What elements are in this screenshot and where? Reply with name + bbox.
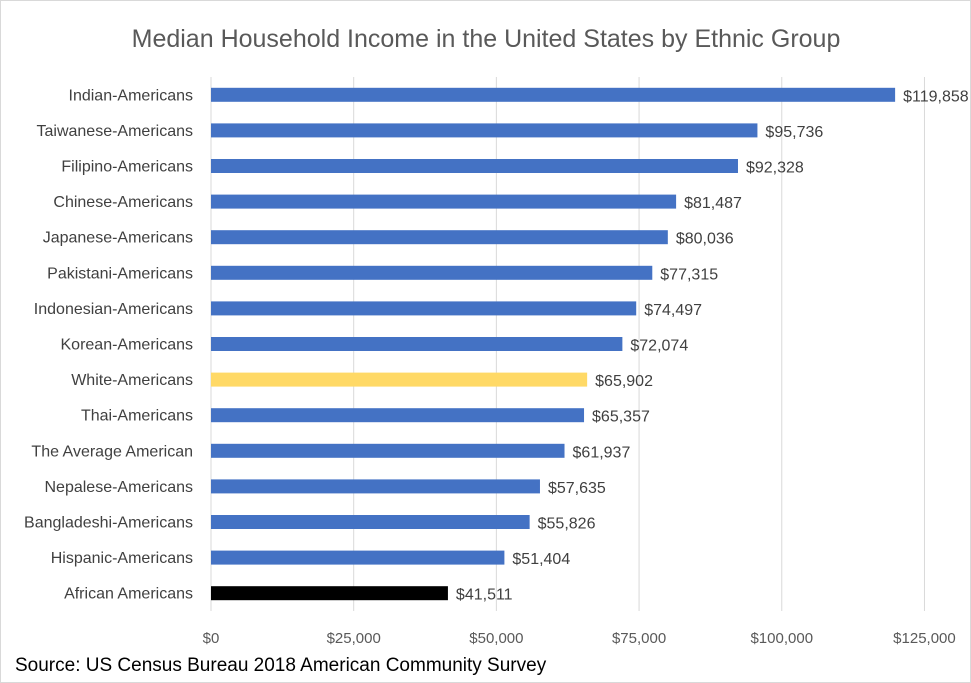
category-label: Thai-Americans [81, 408, 193, 425]
bar [211, 123, 758, 138]
bar [211, 408, 585, 423]
category-label: Japanese-Americans [43, 230, 193, 247]
value-label: $72,074 [630, 338, 688, 355]
category-label: Hispanic-Americans [51, 550, 193, 567]
value-label: $119,858 [903, 88, 969, 105]
category-label: Korean-Americans [61, 337, 194, 354]
bar [211, 159, 738, 173]
bar [211, 443, 565, 458]
value-label: $65,357 [592, 409, 650, 426]
category-labels: Indian-Americans Taiwanese-Americans Filip… [24, 87, 193, 602]
x-tick-label: $100,000 [750, 630, 813, 647]
source-note: Source: US Census Bureau 2018 American C… [15, 655, 547, 676]
value-label: $92,328 [746, 160, 804, 177]
bar [211, 230, 668, 245]
chart-title: Median Household Income in the United St… [132, 25, 841, 53]
category-label: White-Americans [71, 372, 193, 389]
bar [211, 265, 653, 280]
bars [211, 87, 896, 601]
x-tick-label: $75,000 [612, 630, 666, 647]
category-label: Bangladeshi-Americans [24, 515, 193, 532]
value-label: $77,315 [660, 266, 718, 283]
category-label: Indian-Americans [69, 87, 194, 104]
value-label: $81,487 [684, 195, 742, 212]
bar [211, 337, 623, 351]
value-label: $55,826 [538, 516, 596, 533]
bar [211, 301, 637, 316]
bar [211, 479, 540, 494]
bar [211, 372, 588, 387]
value-label: $57,635 [548, 480, 606, 497]
x-tick-label: $25,000 [327, 630, 381, 647]
value-label: $95,736 [765, 124, 823, 141]
bar [211, 515, 530, 529]
category-label: African Americans [64, 586, 193, 603]
x-tick-label: $0 [203, 630, 220, 647]
bar [211, 87, 896, 102]
category-label: Indonesian-Americans [34, 301, 193, 318]
value-label: $41,511 [456, 587, 513, 604]
bar [211, 194, 677, 209]
x-axis-tick-labels: $0 $25,000 $50,000 $75,000 $100,000 $125,000 [203, 630, 956, 647]
bar [211, 586, 448, 601]
category-label: The Average American [31, 443, 193, 460]
value-labels: $119,858 $95,736 $92,328 $81,487 $80,036 $77,… [456, 88, 969, 603]
value-label: $51,404 [512, 551, 570, 568]
x-tick-label: $50,000 [469, 630, 523, 647]
value-label: $80,036 [676, 231, 734, 248]
category-label: Filipino-Americans [61, 159, 193, 176]
category-label: Chinese-Americans [53, 194, 193, 211]
x-tick-label: $125,000 [893, 630, 956, 647]
bar [211, 550, 505, 565]
value-label: $61,937 [573, 444, 631, 461]
value-label: $74,497 [644, 302, 702, 319]
category-label: Taiwanese-Americans [36, 123, 193, 140]
category-label: Pakistani-Americans [47, 265, 193, 282]
category-label: Nepalese-Americans [44, 479, 193, 496]
value-label: $65,902 [595, 373, 653, 390]
